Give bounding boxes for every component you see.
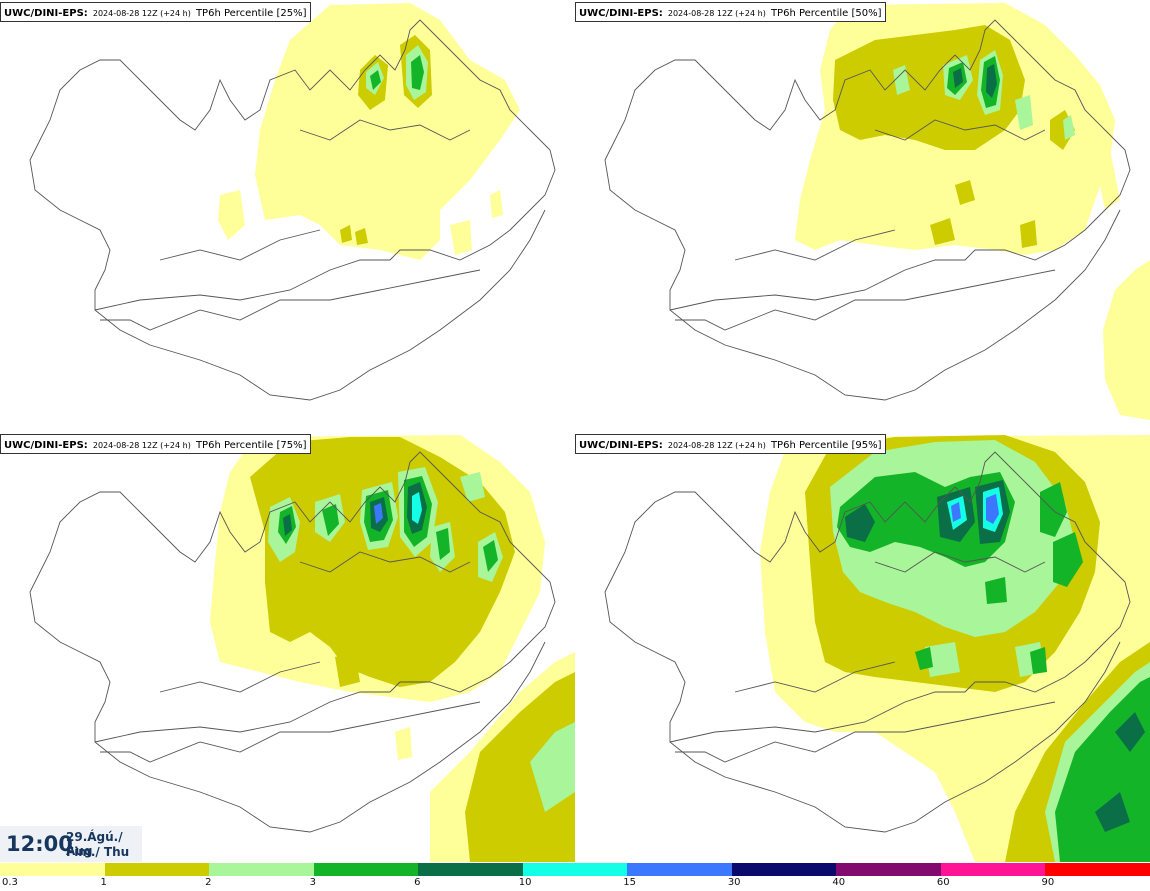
- run-time: 2024-08-28 12Z (+24 h): [92, 441, 191, 450]
- precip-level-1: [218, 3, 520, 260]
- legend-tick-label: 15: [623, 877, 636, 888]
- legend-colorbar: [0, 863, 1150, 876]
- model-name: UWC/DINI-EPS: [579, 8, 659, 19]
- panel-title: UWC/DINI-EPS: 2024-08-28 12Z (+24 h) TP6…: [0, 2, 311, 22]
- precip-level-5: [953, 64, 997, 98]
- coastline: [604, 19, 1131, 401]
- legend-swatch: [731, 863, 837, 876]
- precip-level-6: [412, 492, 422, 524]
- legend-swatch: [313, 863, 419, 876]
- legend-swatch: [1045, 863, 1150, 876]
- legend-swatch: [627, 863, 732, 876]
- coastline: [29, 451, 556, 833]
- precip-map: [604, 3, 1150, 420]
- field-name: TP6h Percentile [75%]: [195, 440, 307, 451]
- model-name: UWC/DINI-EPS: [4, 8, 84, 19]
- legend-tick-label: 10: [518, 877, 532, 888]
- map-panel-p75: UWC/DINI-EPS: 2024-08-28 12Z (+24 h) TP6…: [0, 432, 575, 862]
- legend-swatch: [940, 863, 1046, 876]
- precip-map: [29, 3, 556, 401]
- legend-tick-label: 3: [309, 877, 316, 888]
- valid-time: 12:00: [6, 832, 73, 856]
- legend-swatch: [836, 863, 941, 876]
- legend-tick-label: 30: [727, 877, 741, 888]
- valid-weekday: Fim./ Thu: [66, 845, 130, 859]
- precip-map: [604, 435, 1150, 862]
- field-name: TP6h Percentile [25%]: [195, 8, 307, 19]
- coastline: [29, 19, 556, 401]
- panel-title: UWC/DINI-EPS: 2024-08-28 12Z (+24 h) TP6…: [575, 434, 886, 454]
- coastline: [604, 451, 1131, 833]
- map-panel-p25: UWC/DINI-EPS: 2024-08-28 12Z (+24 h) TP6…: [0, 0, 575, 430]
- legend-swatch: [209, 863, 314, 876]
- legend-tick-label: 60: [936, 877, 950, 888]
- legend-tick-label: 0.3: [2, 877, 18, 888]
- map-panel-p50: UWC/DINI-EPS: 2024-08-28 12Z (+24 h) TP6…: [575, 0, 1150, 430]
- legend-swatch: [418, 863, 523, 876]
- run-time: 2024-08-28 12Z (+24 h): [667, 9, 766, 18]
- panel-title: UWC/DINI-EPS: 2024-08-28 12Z (+24 h) TP6…: [0, 434, 311, 454]
- legend-tick-label: 40: [832, 877, 846, 888]
- map-panel-p95: UWC/DINI-EPS: 2024-08-28 12Z (+24 h) TP6…: [575, 432, 1150, 862]
- legend-swatch: [0, 863, 105, 876]
- legend-tick-label: 90: [1041, 877, 1055, 888]
- legend-tick-label: 1: [100, 877, 107, 888]
- model-name: UWC/DINI-EPS: [4, 440, 84, 451]
- field-name: TP6h Percentile [50%]: [770, 8, 882, 19]
- field-name: TP6h Percentile [95%]: [770, 440, 882, 451]
- legend-swatch: [104, 863, 210, 876]
- legend-tick-label: 6: [414, 877, 421, 888]
- run-time: 2024-08-28 12Z (+24 h): [667, 441, 766, 450]
- precip-level-7: [374, 503, 383, 524]
- precip-level-7: [951, 494, 999, 524]
- legend-tick-label: 2: [205, 877, 212, 888]
- model-name: UWC/DINI-EPS: [579, 440, 659, 451]
- precip-level-4: [370, 55, 424, 90]
- valid-date: 29.Ágú./ Aug: [66, 830, 123, 858]
- precip-level-2: [250, 437, 575, 862]
- panel-title: UWC/DINI-EPS: 2024-08-28 12Z (+24 h) TP6…: [575, 2, 886, 22]
- valid-time-box: 12:00 29.Ágú./ Aug Fim./ Thu: [0, 826, 142, 862]
- precip-map: [29, 435, 575, 862]
- legend-ticks: 0.3 1 2 3 6 10 15 30 40 60 90: [0, 877, 1150, 891]
- run-time: 2024-08-28 12Z (+24 h): [92, 9, 191, 18]
- legend-swatch: [522, 863, 628, 876]
